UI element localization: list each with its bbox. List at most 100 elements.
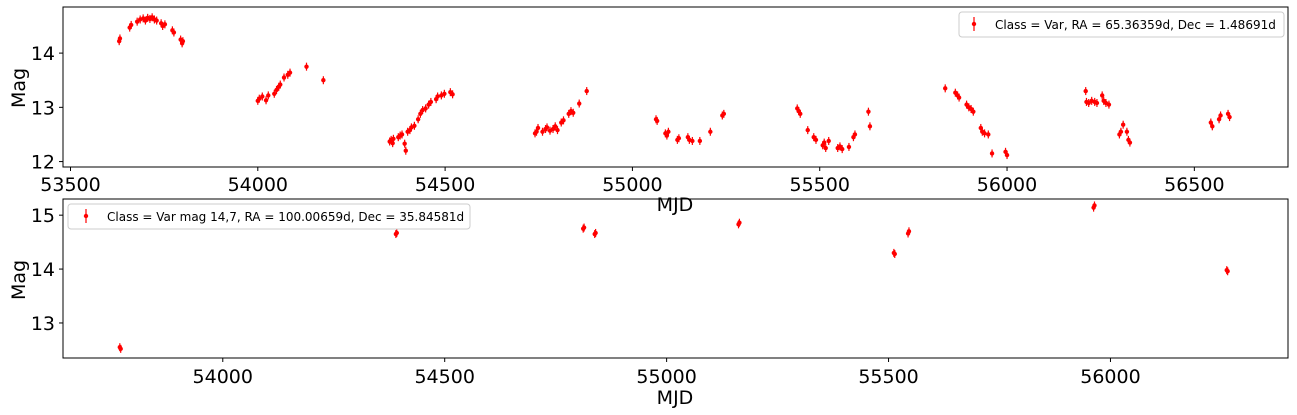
panel-bottom-points (117, 201, 1230, 353)
data-point-marker (287, 70, 293, 75)
data-point-marker (956, 95, 962, 100)
data-point-marker (986, 132, 991, 137)
data-point-marker (813, 137, 819, 143)
data-point-marker (423, 106, 428, 111)
data-point (906, 227, 912, 236)
data-point-marker (1092, 203, 1097, 208)
data-point (584, 87, 589, 96)
data-point-marker (321, 78, 326, 83)
data-point (418, 109, 423, 118)
data-point-marker (822, 140, 827, 145)
data-point-marker (577, 101, 582, 106)
data-point-marker (581, 225, 587, 230)
data-point (394, 228, 399, 237)
data-point (281, 73, 287, 82)
data-point-marker (418, 111, 423, 117)
panel-top-y-ticks: 12 13 14 (31, 43, 63, 174)
data-point (412, 121, 417, 130)
data-point-marker (982, 131, 987, 136)
panel-top: 53500 54000 54500 55000 55500 56000 56500 12 13… (8, 6, 1289, 216)
data-point-marker (171, 30, 177, 35)
data-point-marker (442, 91, 447, 96)
data-point (892, 249, 897, 258)
data-point (823, 144, 828, 153)
data-point (577, 99, 582, 108)
data-point (321, 76, 326, 85)
data-point-marker (1124, 129, 1130, 134)
data-point-marker (846, 144, 852, 150)
data-point (1083, 87, 1088, 96)
data-point-marker (415, 117, 421, 122)
data-point (553, 122, 558, 131)
data-point (535, 123, 541, 132)
data-point (826, 136, 831, 145)
data-point (1094, 99, 1100, 107)
data-point-marker (892, 251, 897, 257)
data-point (666, 127, 671, 136)
data-point-marker (391, 136, 396, 141)
data-point-marker (852, 132, 858, 137)
y-tick-label: 14 (31, 259, 55, 281)
x-tick-label: 56000 (1080, 366, 1140, 388)
data-point-marker (1083, 88, 1088, 94)
data-point (544, 123, 550, 132)
data-point-marker (571, 110, 576, 115)
data-point-marker (1099, 93, 1105, 98)
data-point-marker (971, 109, 976, 114)
data-point-marker (402, 141, 407, 146)
data-point (1124, 127, 1130, 136)
y-tick-label: 13 (31, 313, 55, 335)
panel-bottom: 54000 54500 55000 55500 56000 13 14 15 MJD Mag… (8, 198, 1289, 409)
data-point (415, 115, 421, 124)
x-tick-label: 55000 (602, 174, 662, 196)
data-point (1106, 100, 1112, 109)
data-point (162, 20, 168, 29)
panel-bottom-y-axis-label: Mag (8, 260, 30, 300)
data-point (708, 127, 713, 136)
data-point-marker (540, 129, 545, 134)
data-point (822, 138, 827, 147)
data-point (402, 139, 407, 148)
data-point (435, 92, 440, 101)
data-point (798, 109, 803, 118)
data-point (813, 135, 819, 144)
data-point (1218, 111, 1223, 120)
data-point-marker (584, 88, 589, 94)
data-point (1227, 113, 1232, 122)
panel-bottom-x-ticks: 54000 54500 55000 55500 56000 (193, 358, 1141, 388)
data-point (943, 84, 948, 93)
panel-bottom-legend-label: Class = Var mag 14,7, RA = 100.00659d, D… (107, 210, 464, 224)
panel-top-legend-box (958, 11, 1285, 38)
data-point-marker (274, 87, 279, 93)
data-point-marker (162, 22, 168, 27)
data-point-marker (304, 64, 309, 69)
data-point-marker (278, 82, 283, 87)
panel-top-points (116, 13, 1232, 160)
data-point (737, 218, 742, 227)
data-point (676, 134, 682, 143)
data-point-marker (412, 123, 417, 128)
panel-bottom-legend-marker (83, 213, 89, 219)
data-point-marker (1118, 129, 1124, 134)
data-point (593, 228, 598, 237)
panel-top-x-axis-label: MJD (657, 194, 694, 216)
data-point-marker (399, 132, 405, 137)
data-point (852, 130, 858, 139)
x-tick-label: 56000 (977, 174, 1037, 196)
data-point (561, 116, 566, 125)
panel-top-x-ticks: 53500 54000 54500 55000 55500 56000 56500 (40, 167, 1225, 196)
data-point (450, 90, 455, 99)
data-point-marker (708, 129, 713, 134)
data-point-marker (1106, 102, 1112, 107)
data-point-marker (281, 75, 287, 80)
data-point-marker (721, 111, 727, 117)
data-point (442, 89, 447, 98)
data-point-marker (1225, 269, 1230, 274)
data-point-marker (260, 94, 265, 99)
data-point-marker (593, 230, 598, 236)
data-point (866, 107, 871, 116)
data-point-marker (867, 124, 873, 129)
data-point-marker (553, 124, 558, 129)
data-point-marker (989, 151, 995, 156)
